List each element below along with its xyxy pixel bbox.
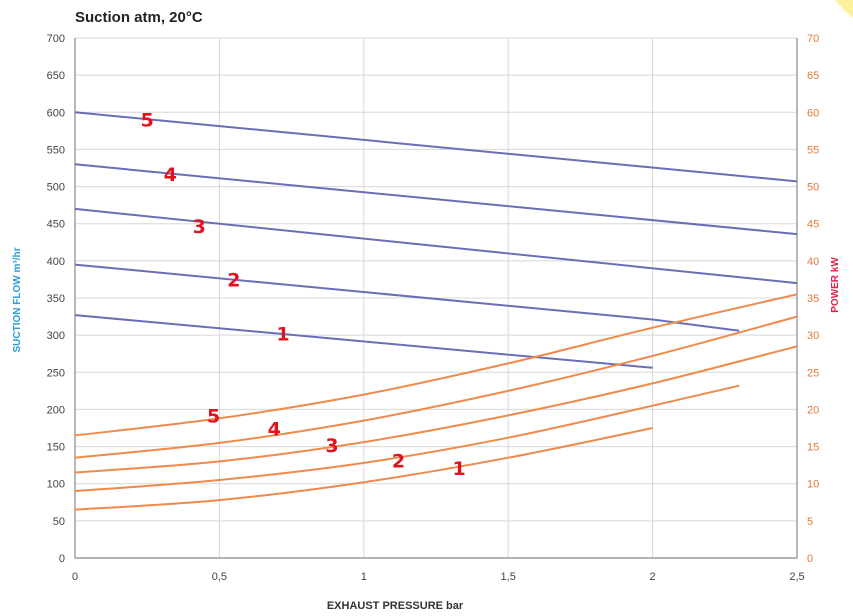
y-tick-label-left: 250 — [47, 367, 65, 379]
flow-curve-label-5: 5 — [141, 110, 154, 132]
flow-curve-label-1: 1 — [276, 324, 289, 346]
y-axis-label-right: POWER kW — [830, 257, 841, 313]
y-tick-label-right: 55 — [807, 144, 819, 156]
curve-labels: 5 4 3 2 1 5 4 3 2 1 — [141, 110, 466, 480]
y-tick-label-left: 550 — [47, 144, 65, 156]
y-tick-label-right: 5 — [807, 516, 813, 528]
y-tick-label-left: 200 — [47, 404, 65, 416]
y-tick-label-right: 0 — [807, 553, 813, 565]
x-tick-label: 2,5 — [789, 571, 804, 583]
x-tick-label: 1,5 — [501, 571, 516, 583]
y-tick-label-left: 300 — [47, 330, 65, 342]
y-tick-label-right: 60 — [807, 107, 819, 119]
power-line-series-3 — [74, 345, 798, 474]
y-tick-label-left: 650 — [47, 70, 65, 82]
y-tick-label-left: 600 — [47, 107, 65, 119]
power-line-series-2 — [74, 384, 740, 493]
flow-line-series-4 — [74, 163, 798, 236]
axes: 0 0,5 1 1,5 2 2,50501001502002503003504004505… — [47, 33, 820, 583]
power-curve-label-4: 4 — [268, 419, 281, 441]
flow-line-series-3 — [74, 207, 798, 285]
power-line-series-1 — [74, 427, 653, 511]
y-tick-label-right: 50 — [807, 182, 819, 194]
y-tick-label-right: 30 — [807, 330, 819, 342]
flow-curve-label-3: 3 — [193, 216, 206, 238]
flow-line-series-1 — [74, 314, 653, 369]
x-axis-label: EXHAUST PRESSURE bar — [327, 600, 464, 612]
y-tick-label-right: 25 — [807, 367, 819, 379]
y-tick-label-right: 10 — [807, 479, 819, 491]
power-curve-label-3: 3 — [325, 435, 338, 457]
power-curve-label-5: 5 — [207, 405, 220, 427]
y-axis-label-left: SUCTION FLOW m³/hr — [12, 247, 23, 352]
y-tick-label-left: 350 — [47, 293, 65, 305]
x-tick-label: 0,5 — [212, 571, 227, 583]
x-tick-label: 1 — [361, 571, 367, 583]
flow-curve-label-4: 4 — [164, 164, 177, 186]
y-tick-label-right: 40 — [807, 256, 819, 268]
y-tick-label-left: 0 — [59, 553, 65, 565]
y-tick-label-left: 400 — [47, 256, 65, 268]
y-tick-label-right: 70 — [807, 33, 819, 45]
y-tick-label-left: 450 — [47, 219, 65, 231]
power-curve-label-1: 1 — [452, 458, 465, 480]
y-tick-label-right: 45 — [807, 219, 819, 231]
y-tick-label-left: 100 — [47, 479, 65, 491]
chart-title: Suction atm, 20°C — [75, 9, 203, 26]
x-tick-label: 2 — [650, 571, 656, 583]
flow-line-series-5 — [74, 111, 798, 183]
power-curve-label-2: 2 — [392, 451, 405, 473]
corner-highlight — [835, 0, 853, 18]
y-tick-label-left: 50 — [53, 516, 65, 528]
y-tick-label-right: 20 — [807, 404, 819, 416]
series-group — [74, 111, 798, 511]
x-tick-label: 0 — [72, 571, 78, 583]
y-tick-label-left: 500 — [47, 182, 65, 194]
flow-curve-label-2: 2 — [227, 269, 240, 291]
y-tick-label-right: 35 — [807, 293, 819, 305]
y-tick-label-left: 700 — [47, 33, 65, 45]
y-tick-label-left: 150 — [47, 442, 65, 454]
power-line-series-4 — [74, 315, 798, 459]
flow-line-series-2 — [74, 263, 740, 332]
power-line-series-5 — [74, 293, 798, 437]
y-tick-label-right: 15 — [807, 442, 819, 454]
y-tick-label-right: 65 — [807, 70, 819, 82]
